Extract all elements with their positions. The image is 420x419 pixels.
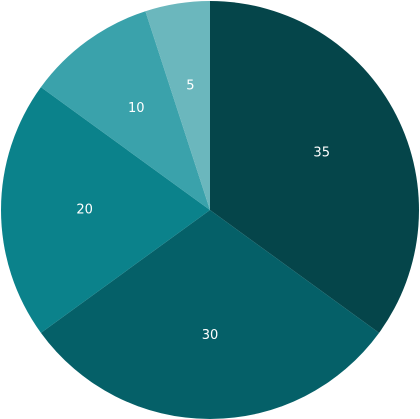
- pie-slice-label-20: 20: [76, 203, 93, 218]
- pie-slice-5: [145, 1, 210, 210]
- pie-slice-label-10: 10: [128, 101, 145, 116]
- pie-slice-30: [40, 210, 380, 419]
- pie-slice-label-35: 35: [313, 146, 330, 161]
- pie-slice-20: [1, 87, 210, 333]
- pie-slice-label-30: 30: [202, 328, 219, 343]
- pie-slice-label-5: 5: [186, 79, 194, 94]
- pie-slice-35: [210, 1, 419, 333]
- pie-labels: 35 30 20 10 5: [76, 79, 330, 343]
- pie-slice-10: [40, 11, 210, 211]
